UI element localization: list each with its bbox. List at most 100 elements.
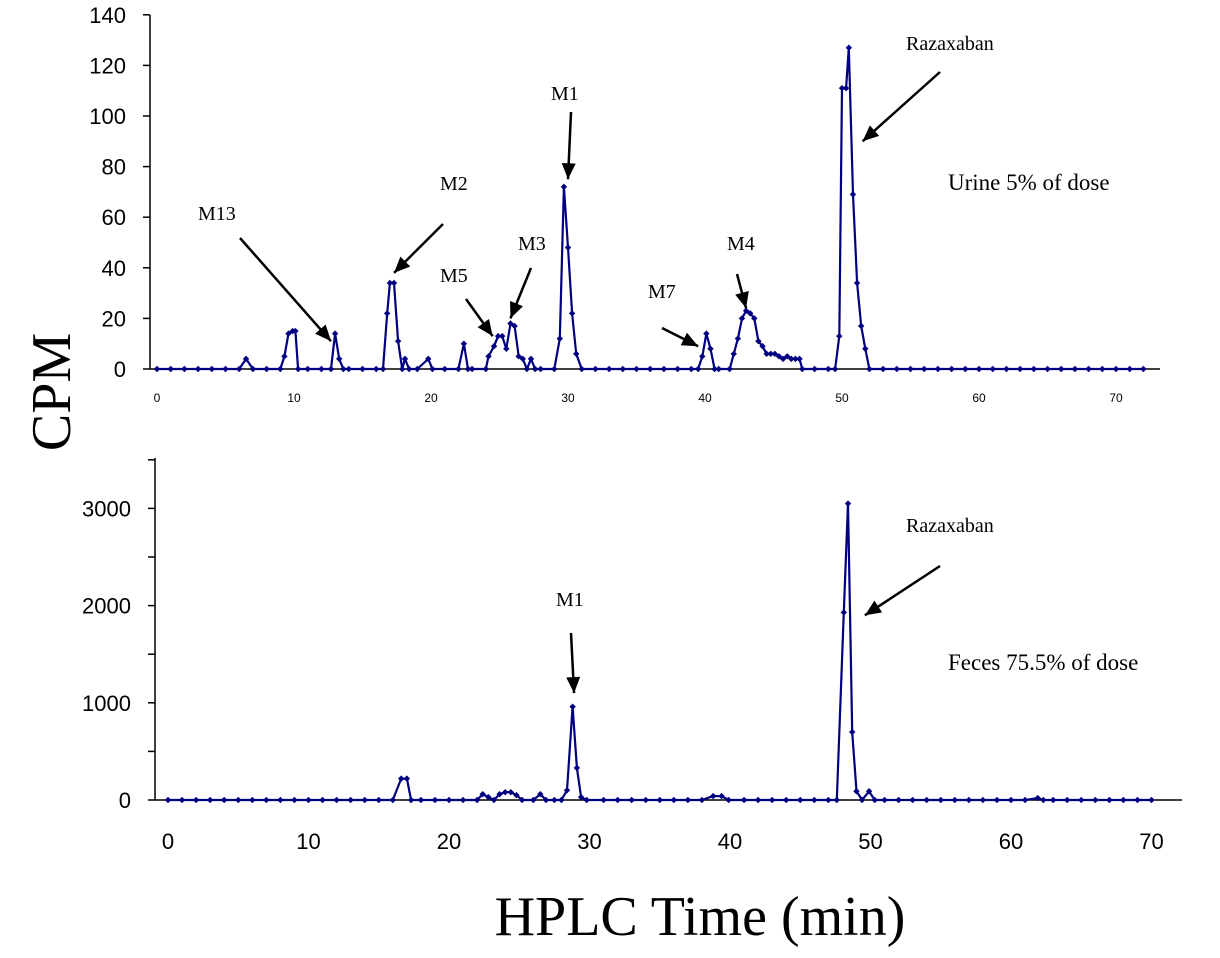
- data-point: [976, 366, 982, 372]
- data-point: [168, 366, 174, 372]
- data-point: [1022, 797, 1028, 803]
- data-point: [825, 366, 831, 372]
- data-point: [1078, 797, 1084, 803]
- data-point: [699, 797, 705, 803]
- data-point: [503, 346, 509, 352]
- data-point: [483, 366, 489, 372]
- data-point: [858, 323, 864, 329]
- data-point: [336, 356, 342, 362]
- data-point: [924, 797, 930, 803]
- data-point: [165, 797, 171, 803]
- x-tick-label: 70: [1109, 391, 1123, 405]
- data-point: [193, 797, 199, 803]
- data-point: [528, 356, 534, 362]
- x-tick-label: 40: [698, 391, 712, 405]
- data-point: [716, 366, 722, 372]
- x-tick-label: 0: [154, 391, 161, 405]
- data-point: [1072, 366, 1078, 372]
- data-point: [726, 366, 732, 372]
- annotation-arrowhead: [566, 677, 580, 693]
- data-point: [346, 366, 352, 372]
- data-point: [384, 310, 390, 316]
- data-point: [406, 366, 412, 372]
- data-point: [404, 775, 410, 781]
- data-point: [1106, 797, 1112, 803]
- data-point: [1148, 797, 1154, 803]
- x-tick-label: 20: [437, 829, 461, 854]
- data-point: [962, 366, 968, 372]
- data-point: [347, 797, 353, 803]
- data-point: [1050, 797, 1056, 803]
- data-point: [731, 351, 737, 357]
- annotation-arrowhead: [735, 291, 749, 308]
- peak-label-m13: M13: [198, 203, 236, 225]
- data-point: [707, 346, 713, 352]
- data-point: [305, 797, 311, 803]
- data-point: [154, 366, 160, 372]
- data-point: [703, 330, 709, 336]
- data-point: [333, 797, 339, 803]
- peak-label-m2: M2: [440, 173, 468, 195]
- data-point: [661, 366, 667, 372]
- data-point: [209, 366, 215, 372]
- data-point: [1085, 366, 1091, 372]
- y-tick-label: 100: [89, 104, 126, 129]
- data-point: [418, 797, 424, 803]
- data-point: [332, 330, 338, 336]
- annotation-arrowhead: [562, 163, 576, 179]
- data-point: [359, 366, 365, 372]
- data-point: [841, 609, 847, 615]
- data-point: [373, 366, 379, 372]
- data-point: [318, 366, 324, 372]
- data-point: [741, 797, 747, 803]
- urine-panel: 0204060801001201400 10 20 30 40 50 60 70M13M2M5…: [89, 3, 1160, 405]
- data-point: [291, 797, 297, 803]
- data-point: [399, 366, 405, 372]
- y-tick-label: 80: [102, 155, 126, 180]
- y-tick-label: 0: [119, 788, 131, 813]
- data-point: [699, 353, 705, 359]
- data-point: [799, 366, 805, 372]
- y-tick-label: 0: [114, 357, 126, 382]
- data-point: [948, 366, 954, 372]
- data-point: [695, 366, 701, 372]
- data-point: [811, 366, 817, 372]
- data-point: [880, 366, 886, 372]
- data-point: [849, 729, 855, 735]
- data-point: [340, 366, 346, 372]
- peak-label-m4: M4: [727, 233, 755, 255]
- data-point: [854, 280, 860, 286]
- data-point: [907, 366, 913, 372]
- peak-label-m5: M5: [440, 265, 468, 287]
- y-axis-title: CPM: [21, 333, 83, 451]
- data-point: [671, 797, 677, 803]
- data-point: [895, 797, 901, 803]
- data-point: [429, 366, 435, 372]
- data-point: [647, 366, 653, 372]
- y-tick-label: 20: [102, 306, 126, 331]
- data-point: [921, 366, 927, 372]
- data-point: [938, 797, 944, 803]
- data-point: [845, 500, 851, 506]
- data-point: [966, 797, 972, 803]
- peak-label-m3: M3: [518, 233, 546, 255]
- data-point: [442, 366, 448, 372]
- x-tick-label: 0: [162, 829, 174, 854]
- data-point: [1134, 797, 1140, 803]
- data-point: [524, 366, 530, 372]
- data-point: [380, 366, 386, 372]
- data-point: [1003, 366, 1009, 372]
- y-tick-label: 3000: [82, 496, 131, 521]
- data-point: [460, 797, 466, 803]
- y-tick-label: 140: [89, 3, 126, 28]
- y-tick-label: 2000: [82, 594, 131, 619]
- data-point: [408, 797, 414, 803]
- data-point: [836, 333, 842, 339]
- data-point: [537, 366, 543, 372]
- data-point: [866, 366, 872, 372]
- data-point: [1064, 797, 1070, 803]
- data-point: [862, 346, 868, 352]
- data-point: [432, 797, 438, 803]
- data-point: [1017, 366, 1023, 372]
